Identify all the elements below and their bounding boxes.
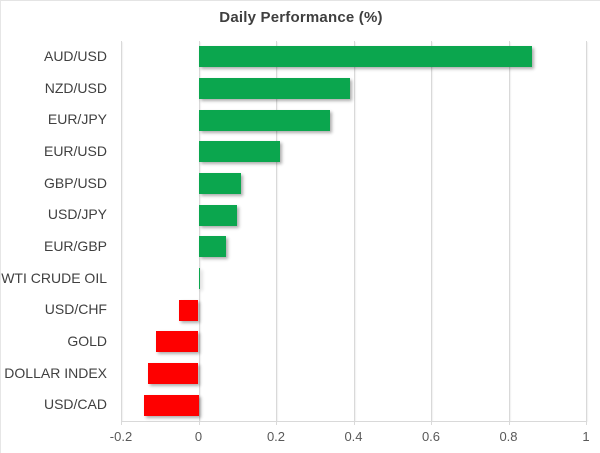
- bar-usd-jpy: [198, 204, 238, 226]
- x-tick-label-0.2: 0.2: [266, 429, 286, 444]
- category-label-usd-cad: USD/CAD: [43, 396, 107, 413]
- category-label-eur-gbp: EUR/GBP: [43, 237, 107, 254]
- gridline-x-1: [586, 41, 587, 421]
- category-label-usd-jpy: USD/JPY: [47, 206, 107, 223]
- x-tick-label-0: 0: [194, 429, 203, 444]
- chart-title: Daily Performance (%): [219, 9, 383, 26]
- bar-usd-cad: [144, 394, 199, 416]
- x-tickmark: [508, 421, 510, 425]
- gridline-x--0.2: [121, 41, 122, 421]
- bar-wti-crude-oil: [198, 268, 201, 289]
- bar-eur-usd: [198, 141, 280, 163]
- gridline-x-0.4: [353, 41, 355, 421]
- bar-usd-chf: [179, 299, 199, 321]
- x-tick-label--0.2: -0.2: [109, 429, 133, 444]
- x-tick-label-0.4: 0.4: [344, 429, 363, 444]
- gridline-x-0.2: [276, 41, 277, 421]
- gridline-x-0.6: [431, 41, 432, 421]
- bar-eur-jpy: [198, 109, 331, 131]
- bar-aud-usd: [198, 46, 532, 68]
- x-tickmark: [276, 421, 277, 425]
- x-axis-line: [121, 421, 586, 422]
- category-label-dollar-index: DOLLAR INDEX: [4, 364, 107, 381]
- x-tickmark: [431, 421, 432, 425]
- x-tickmark: [198, 421, 200, 425]
- x-tickmark: [353, 421, 355, 425]
- category-label-gold: GOLD: [67, 332, 107, 349]
- category-label-aud-usd: AUD/USD: [43, 47, 107, 64]
- category-label-eur-usd: EUR/USD: [43, 142, 107, 159]
- x-tick-label-1: 1: [582, 429, 590, 444]
- x-tickmark: [121, 421, 122, 425]
- category-label-usd-chf: USD/CHF: [44, 301, 107, 318]
- category-label-wti-crude-oil: WTI CRUDE OIL: [1, 269, 107, 286]
- bar-eur-gbp: [198, 236, 226, 258]
- x-tick-label-0.8: 0.8: [499, 429, 518, 444]
- gridline-x-0: [198, 41, 200, 421]
- x-tickmark: [586, 421, 587, 425]
- bar-nzd-usd: [198, 78, 350, 99]
- gridline-x-0.8: [508, 41, 510, 421]
- category-label-eur-jpy: EUR/JPY: [47, 111, 107, 128]
- bar-gold: [155, 331, 199, 353]
- bar-dollar-index: [148, 363, 199, 384]
- bar-gbp-usd: [198, 173, 242, 194]
- category-label-nzd-usd: NZD/USD: [44, 79, 107, 96]
- category-label-gbp-usd: GBP/USD: [43, 174, 107, 191]
- x-tick-label-0.6: 0.6: [421, 429, 441, 444]
